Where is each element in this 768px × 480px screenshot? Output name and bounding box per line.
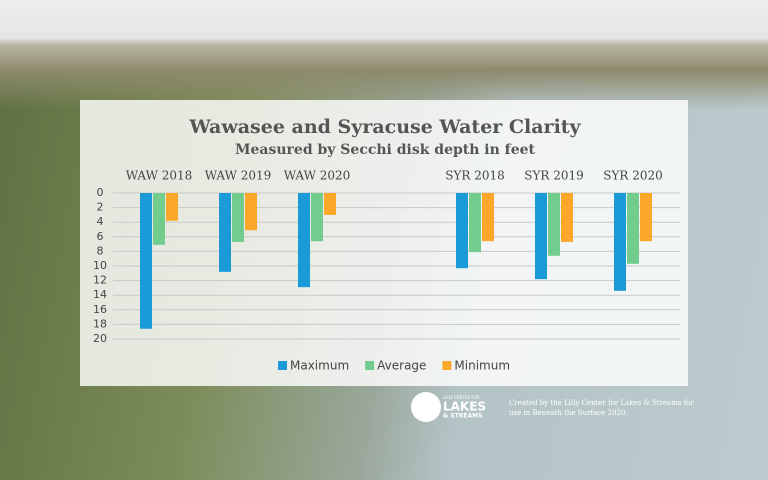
legend-swatch <box>365 361 375 370</box>
y-tick-label: 8 <box>97 244 104 257</box>
legend-label: Average <box>377 359 426 373</box>
legend-label: Minimum <box>454 359 510 373</box>
logo-icon <box>411 392 441 422</box>
x-category-label: WAW 2019 <box>205 169 272 183</box>
legend-swatch <box>442 361 452 370</box>
x-category-label: SYR 2020 <box>603 169 663 183</box>
logo-bottom: & STREAMS <box>443 413 482 420</box>
bar <box>482 193 494 242</box>
y-tick-label: 4 <box>97 215 104 228</box>
bar <box>614 193 626 291</box>
bar <box>166 193 178 221</box>
credit-line: use in Beneath the Surface 2020. <box>509 409 628 417</box>
bar <box>535 193 547 280</box>
bar <box>640 193 652 242</box>
y-tick-label: 6 <box>97 230 104 243</box>
chart-subtitle: Measured by Secchi disk depth in feet <box>235 142 535 158</box>
chart-panel <box>80 100 688 386</box>
y-tick-label: 16 <box>93 303 107 316</box>
chart-title: Wawasee and Syracuse Water Clarity <box>188 116 581 138</box>
bar <box>219 193 231 272</box>
bar <box>627 193 639 264</box>
y-tick-label: 14 <box>93 288 107 301</box>
x-category-label: WAW 2018 <box>126 169 193 183</box>
bar <box>561 193 573 242</box>
bar <box>140 193 152 329</box>
bar <box>232 193 244 242</box>
bar <box>456 193 468 269</box>
credit-line: Created by the Lilly Center for Lakes & … <box>509 399 694 407</box>
legend-swatch <box>278 361 287 370</box>
bar <box>324 193 336 215</box>
x-category-label: SYR 2018 <box>445 169 505 183</box>
logo-main: LAKES <box>443 400 486 414</box>
bar <box>245 193 257 231</box>
bar <box>311 193 323 242</box>
bar <box>469 193 481 253</box>
y-tick-label: 0 <box>97 186 104 199</box>
y-tick-label: 10 <box>93 259 107 272</box>
y-tick-label: 18 <box>93 317 107 330</box>
y-tick-label: 2 <box>97 201 104 214</box>
y-tick-label: 12 <box>93 274 107 287</box>
x-category-label: WAW 2020 <box>284 169 351 183</box>
x-category-label: SYR 2019 <box>524 169 584 183</box>
y-tick-label: 20 <box>93 332 107 345</box>
bar <box>298 193 310 288</box>
legend-label: Maximum <box>290 359 349 373</box>
bar <box>153 193 165 245</box>
bar <box>548 193 560 256</box>
logo-top: LILLY CENTER FOR <box>443 395 480 400</box>
